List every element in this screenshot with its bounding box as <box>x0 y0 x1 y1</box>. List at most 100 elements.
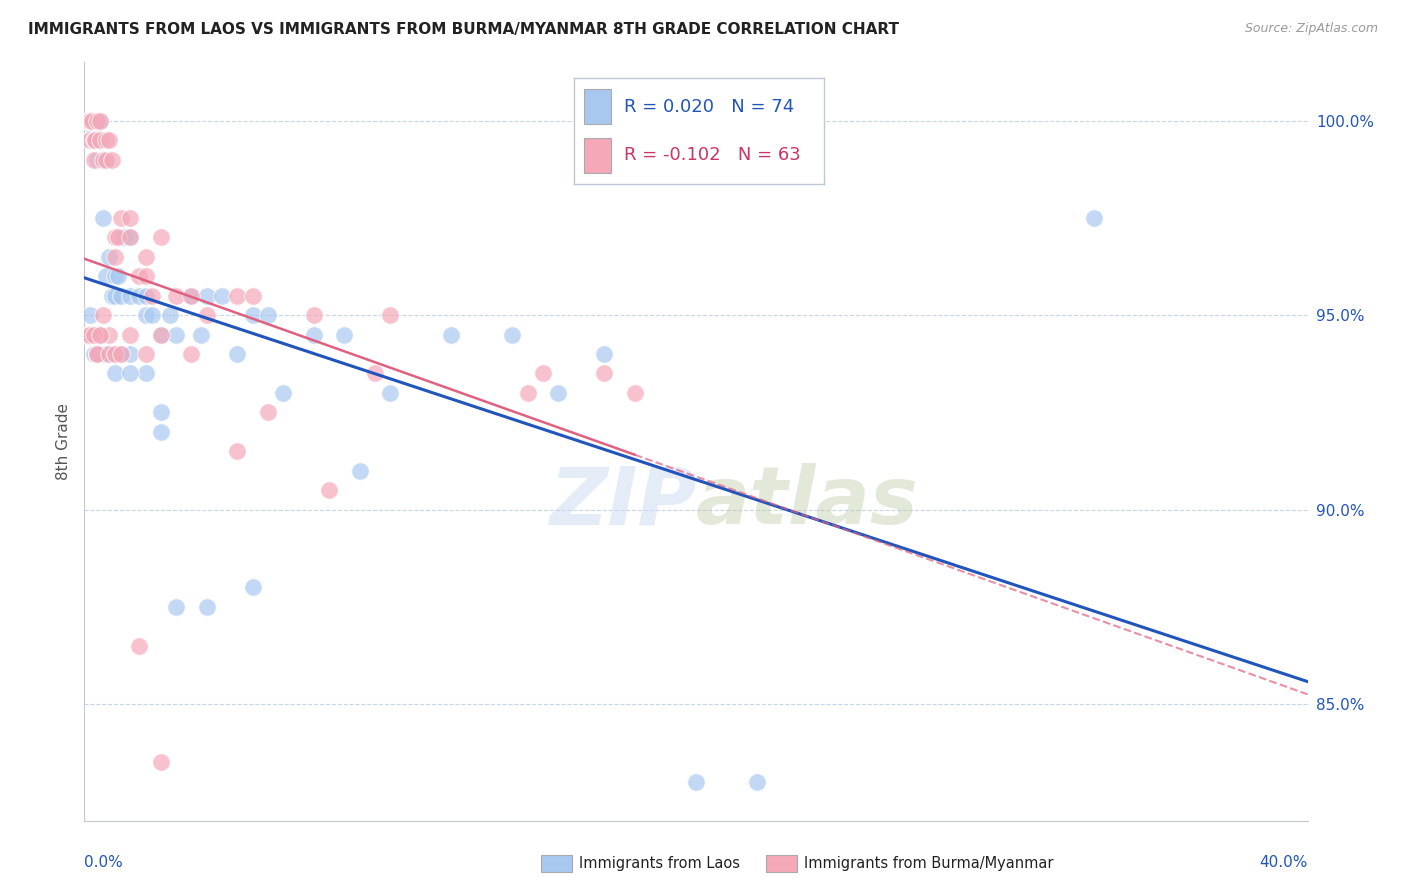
Point <box>120 230 142 244</box>
Point <box>97 347 120 361</box>
Point <box>84 113 107 128</box>
Text: Immigrants from Laos: Immigrants from Laos <box>579 856 741 871</box>
Point <box>104 230 127 244</box>
Point <box>141 289 163 303</box>
Point <box>79 113 101 128</box>
Point <box>1083 211 1105 225</box>
Point <box>110 347 132 361</box>
Point <box>149 230 172 244</box>
Text: atlas: atlas <box>696 463 918 541</box>
Point <box>380 386 402 401</box>
Point <box>180 347 202 361</box>
Point <box>86 347 108 361</box>
Point <box>120 289 142 303</box>
Point <box>104 250 127 264</box>
Point <box>547 386 569 401</box>
Point <box>110 289 132 303</box>
Text: 40.0%: 40.0% <box>1260 855 1308 870</box>
Point <box>242 308 264 322</box>
Text: IMMIGRANTS FROM LAOS VS IMMIGRANTS FROM BURMA/MYANMAR 8TH GRADE CORRELATION CHAR: IMMIGRANTS FROM LAOS VS IMMIGRANTS FROM … <box>28 22 898 37</box>
Point <box>149 425 172 439</box>
Point <box>120 327 142 342</box>
Point <box>302 308 325 322</box>
Point <box>593 367 616 381</box>
Point <box>195 308 218 322</box>
Point <box>226 289 249 303</box>
Point <box>89 113 111 128</box>
Point <box>149 405 172 419</box>
Text: Source: ZipAtlas.com: Source: ZipAtlas.com <box>1244 22 1378 36</box>
Point <box>318 483 340 497</box>
Point <box>83 327 105 342</box>
Point <box>190 327 212 342</box>
Point <box>149 756 172 770</box>
Point <box>257 405 280 419</box>
Point <box>349 464 371 478</box>
Point <box>135 289 157 303</box>
Point <box>624 386 647 401</box>
Point <box>89 113 111 128</box>
Point <box>86 113 108 128</box>
Point <box>364 367 387 381</box>
Point <box>83 121 105 136</box>
Point <box>79 308 101 322</box>
Point <box>120 230 142 244</box>
Point <box>135 269 157 284</box>
Point <box>165 327 187 342</box>
Point <box>271 386 294 401</box>
Text: 0.0%: 0.0% <box>84 855 124 870</box>
Point <box>128 289 150 303</box>
Point <box>91 153 114 167</box>
Point <box>195 599 218 614</box>
Point <box>107 230 129 244</box>
Point <box>94 153 117 167</box>
Point <box>685 774 707 789</box>
Text: Immigrants from Burma/Myanmar: Immigrants from Burma/Myanmar <box>804 856 1053 871</box>
Point <box>91 211 114 225</box>
Point <box>159 308 181 322</box>
Point <box>165 289 187 303</box>
Point <box>226 347 249 361</box>
Point <box>211 289 233 303</box>
Point <box>89 327 111 342</box>
Point <box>89 327 111 342</box>
Point <box>91 308 114 322</box>
Point <box>89 347 111 361</box>
Point <box>107 269 129 284</box>
Point <box>83 327 105 342</box>
Point <box>531 367 554 381</box>
Point <box>83 133 105 147</box>
Point <box>86 327 108 342</box>
Point <box>101 289 124 303</box>
Point <box>302 327 325 342</box>
Point <box>84 133 107 147</box>
Point <box>76 327 98 342</box>
Point <box>747 774 769 789</box>
Point <box>128 269 150 284</box>
Point <box>76 327 98 342</box>
Point <box>104 367 127 381</box>
Point <box>77 113 100 128</box>
Point <box>135 308 157 322</box>
Point <box>89 133 111 147</box>
Point <box>104 269 127 284</box>
Point <box>79 133 101 147</box>
Point <box>79 133 101 147</box>
Point <box>226 444 249 458</box>
Point <box>110 347 132 361</box>
Point <box>120 211 142 225</box>
Point <box>79 113 101 128</box>
Point <box>97 250 120 264</box>
Point <box>101 153 124 167</box>
Point <box>83 327 105 342</box>
Point <box>83 153 105 167</box>
Point <box>104 347 127 361</box>
Point <box>79 327 101 342</box>
Point <box>94 133 117 147</box>
Point <box>242 289 264 303</box>
Point <box>76 113 98 128</box>
Point <box>97 327 120 342</box>
Point <box>104 347 127 361</box>
Point <box>91 153 114 167</box>
Point <box>593 347 616 361</box>
